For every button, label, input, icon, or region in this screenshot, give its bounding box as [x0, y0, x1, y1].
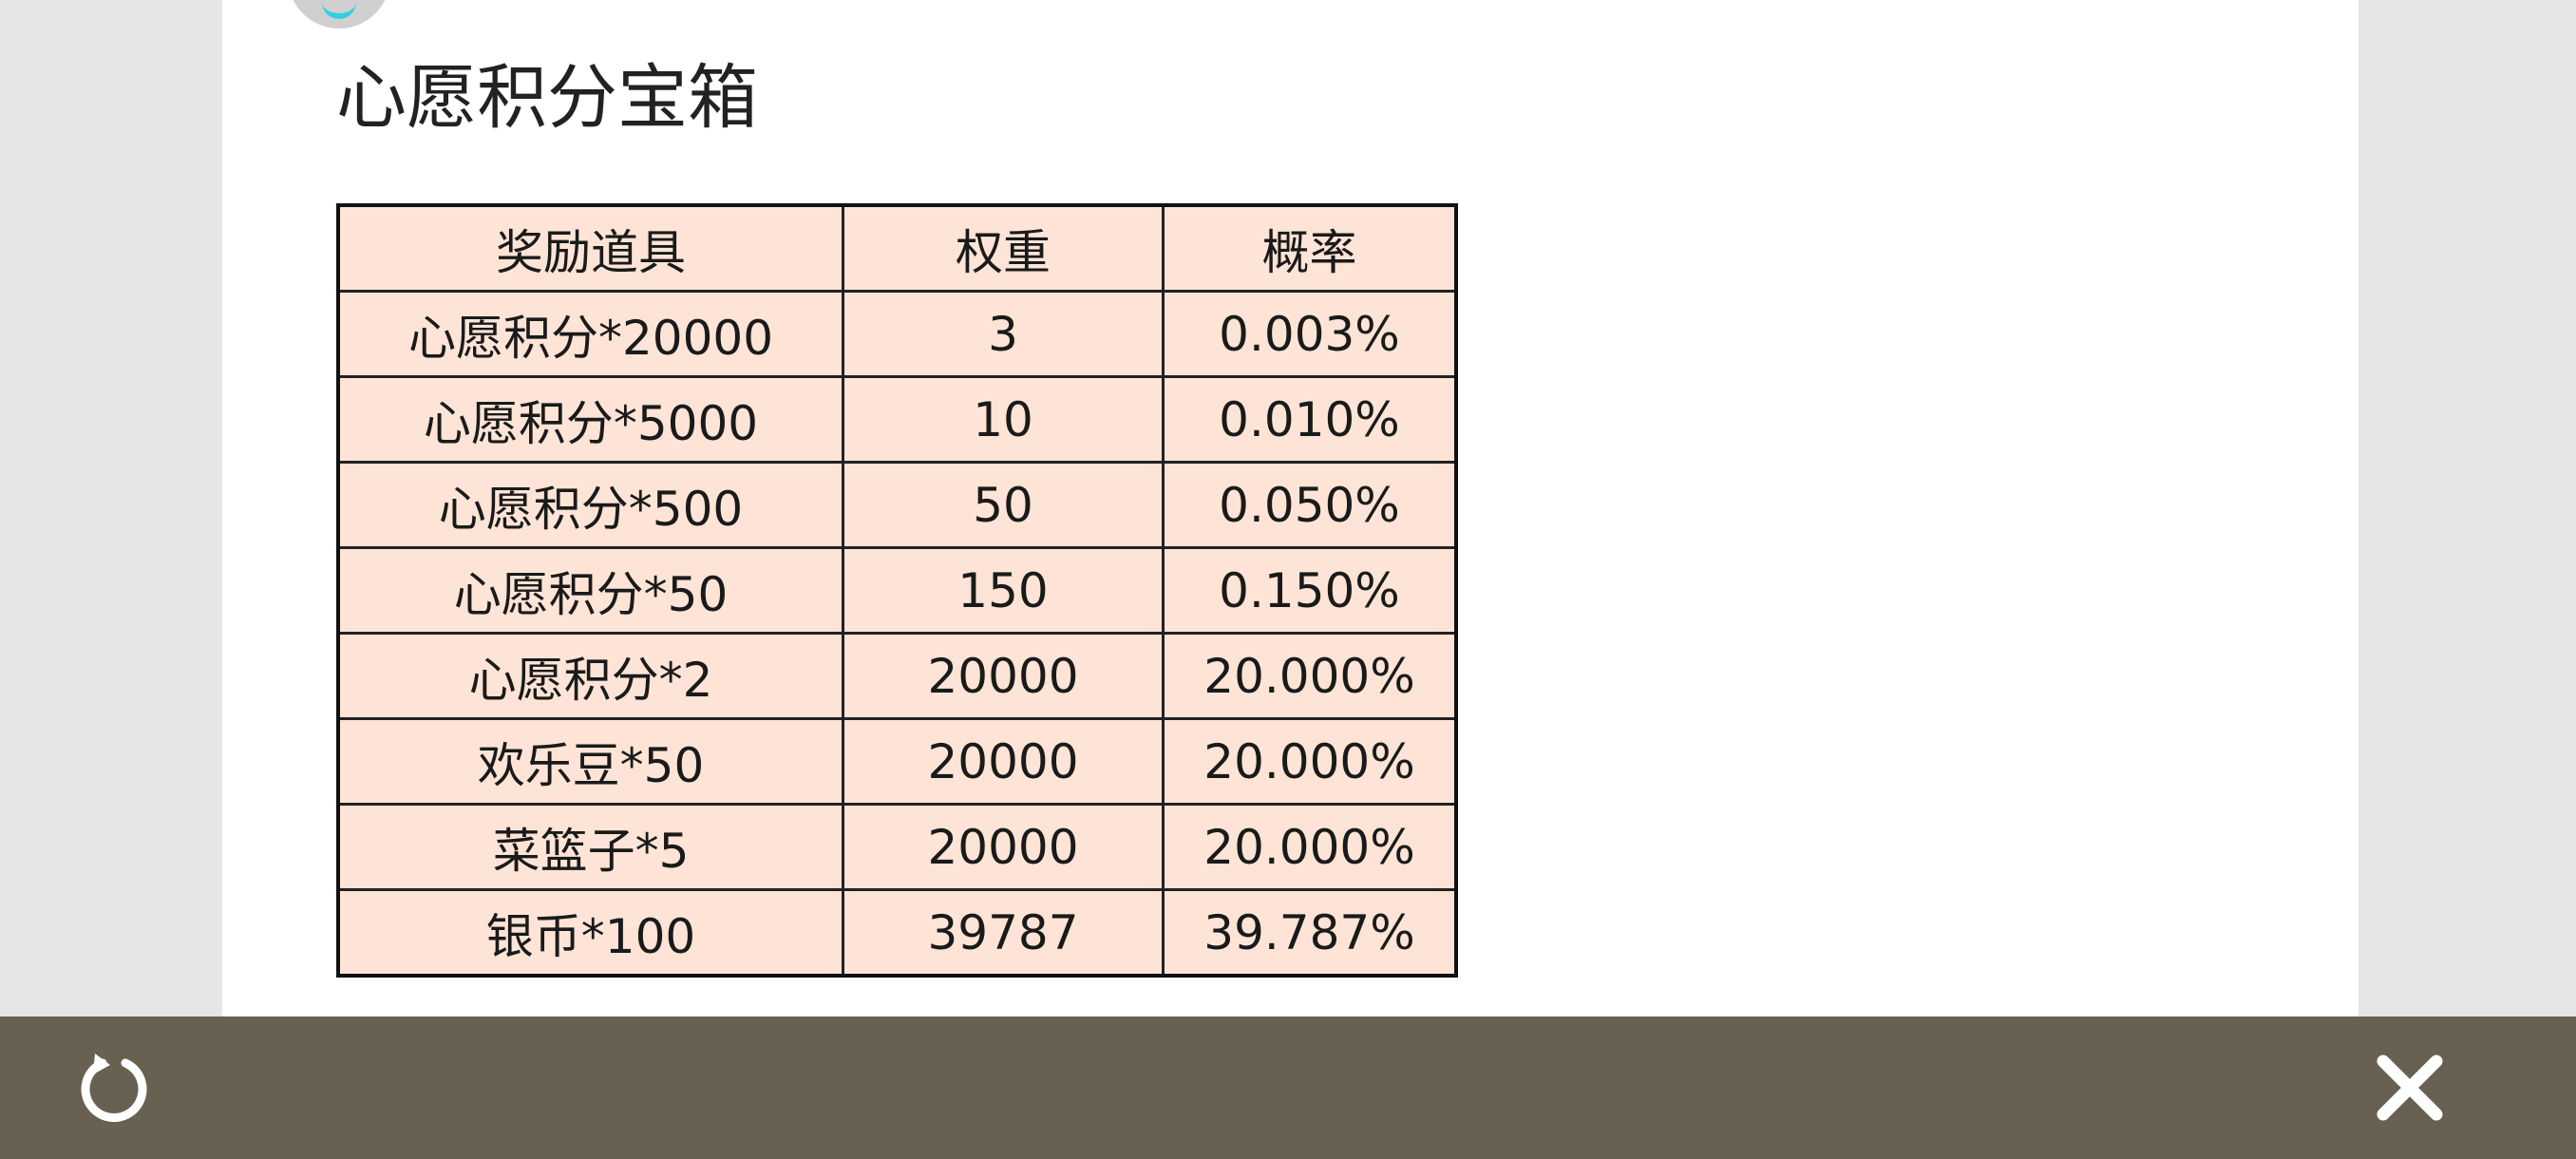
table-row: 心愿积分*2 20000 20.000%	[336, 632, 1458, 720]
cell-item: 心愿积分*500	[336, 461, 844, 549]
cell-item: 心愿积分*2	[336, 632, 844, 720]
cell-probability: 0.050%	[1162, 461, 1458, 549]
cell-weight: 10	[842, 375, 1165, 464]
cell-probability: 0.003%	[1162, 290, 1458, 378]
cell-weight: 20000	[842, 632, 1165, 720]
cell-item: 欢乐豆*50	[336, 717, 844, 806]
table-row: 菜篮子*5 20000 20.000%	[336, 803, 1458, 891]
cell-item: 心愿积分*50	[336, 546, 844, 635]
table-header-row: 奖励道具 权重 概率	[336, 203, 1458, 293]
header-item: 奖励道具	[336, 203, 844, 293]
header-weight: 权重	[842, 203, 1165, 293]
page-title: 心愿积分宝箱	[336, 57, 758, 139]
cell-item: 心愿积分*20000	[336, 290, 844, 378]
cell-item: 菜篮子*5	[336, 803, 844, 891]
cell-probability: 39.787%	[1162, 888, 1458, 978]
cell-weight: 39787	[842, 888, 1165, 978]
smile-icon	[322, 0, 356, 19]
close-icon[interactable]	[2372, 1050, 2448, 1126]
table-row: 心愿积分*20000 3 0.003%	[336, 290, 1458, 378]
cell-probability: 20.000%	[1162, 632, 1458, 720]
cell-item: 心愿积分*5000	[336, 375, 844, 464]
cell-item: 银币*100	[336, 888, 844, 978]
cell-weight: 150	[842, 546, 1165, 635]
cell-probability: 20.000%	[1162, 717, 1458, 806]
refresh-icon[interactable]	[76, 1050, 152, 1126]
table-row: 心愿积分*50 150 0.150%	[336, 546, 1458, 635]
cell-weight: 20000	[842, 803, 1165, 891]
cell-weight: 3	[842, 290, 1165, 378]
table-row: 欢乐豆*50 20000 20.000%	[336, 717, 1458, 806]
cell-probability: 0.150%	[1162, 546, 1458, 635]
reward-table: 奖励道具 权重 概率 心愿积分*20000 3 0.003% 心愿积分*5000 10 0…	[336, 203, 1458, 978]
cell-probability: 0.010%	[1162, 375, 1458, 464]
bottom-toolbar	[0, 1016, 2576, 1159]
header-probability: 概率	[1162, 203, 1458, 293]
table-row: 银币*100 39787 39.787%	[336, 888, 1458, 978]
cell-weight: 20000	[842, 717, 1165, 806]
cell-weight: 50	[842, 461, 1165, 549]
cell-probability: 20.000%	[1162, 803, 1458, 891]
table-row: 心愿积分*5000 10 0.010%	[336, 375, 1458, 464]
table-row: 心愿积分*500 50 0.050%	[336, 461, 1458, 549]
